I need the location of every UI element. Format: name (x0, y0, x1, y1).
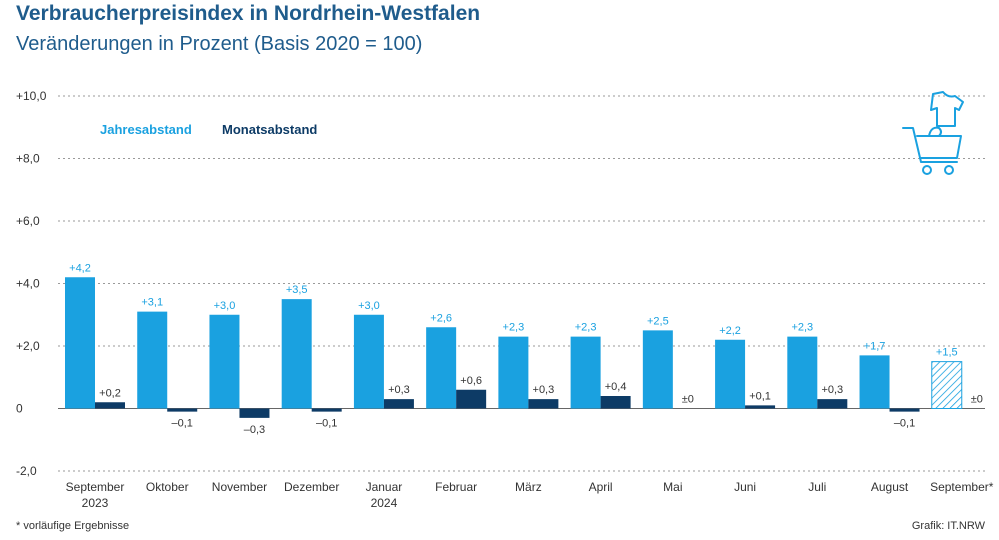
bar-monatsabstand (383, 399, 414, 409)
bar-monatsabstand (239, 408, 270, 418)
bar-jahresabstand (209, 314, 240, 409)
bar-jahresabstand (426, 327, 457, 409)
data-label-jahresabstand: +2,6 (430, 312, 452, 324)
bar-jahresabstand (137, 311, 168, 409)
bar-jahresabstand (787, 336, 818, 409)
bar-monatsabstand (745, 405, 776, 409)
shopping-cart-clothes-icon (902, 91, 964, 175)
x-tick-label: Dezember (284, 480, 339, 494)
legend-jahresabstand: Jahresabstand (100, 122, 192, 137)
x-tick-label: Januar (366, 480, 403, 494)
bar-monatsabstand (456, 389, 487, 409)
x-tick-label: November (212, 480, 267, 494)
legend-monatsabstand: Monatsabstand (222, 122, 317, 137)
x-tick-label: 2023 (82, 496, 109, 510)
data-label-monatsabstand: +0,3 (821, 384, 843, 396)
bar-monatsabstand (311, 408, 342, 412)
data-label-monatsabstand: +0,2 (99, 387, 121, 399)
data-label-monatsabstand: –0,1 (172, 418, 193, 430)
data-label-jahresabstand: +2,3 (575, 322, 597, 334)
data-label-monatsabstand: +0,4 (605, 381, 627, 393)
y-tick-label: +8,0 (16, 152, 40, 166)
data-label-monatsabstand: +0,3 (533, 384, 555, 396)
source-credit: Grafik: IT.NRW (911, 520, 985, 532)
data-label-jahresabstand: +2,3 (791, 322, 813, 334)
x-tick-label: September* (930, 480, 994, 494)
chart-subtitle: Veränderungen in Prozent (Basis 2020 = 1… (16, 33, 423, 55)
data-label-jahresabstand: +3,0 (214, 300, 236, 312)
data-label-monatsabstand: ±0 (682, 394, 694, 406)
bar-jahresabstand (65, 277, 95, 409)
data-label-monatsabstand: –0,1 (894, 418, 915, 430)
data-label-jahresabstand: +4,2 (69, 262, 91, 274)
x-tick-label: 2024 (371, 496, 398, 510)
y-tick-label: +4,0 (16, 277, 40, 291)
data-label-jahresabstand: +1,7 (864, 340, 886, 352)
bar-jahresabstand (570, 336, 601, 409)
x-tick-label: März (515, 480, 542, 494)
x-tick-label: Juni (734, 480, 756, 494)
bar-monatsabstand (600, 396, 631, 409)
y-tick-label: +10,0 (16, 89, 47, 103)
data-label-monatsabstand: +0,6 (460, 375, 482, 387)
data-label-jahresabstand: +2,5 (647, 315, 669, 327)
data-label-monatsabstand: +0,3 (388, 384, 410, 396)
bar-jahresabstand (715, 339, 746, 409)
data-label-jahresabstand: +3,1 (141, 297, 163, 309)
data-label-jahresabstand: +3,5 (286, 284, 308, 296)
y-tick-label: +6,0 (16, 214, 40, 228)
bar-jahresabstand (281, 299, 312, 409)
chart-title: Verbraucherpreisindex in Nordrhein-Westf… (16, 2, 481, 25)
data-label-jahresabstand: +1,5 (936, 347, 958, 359)
footnote: * vorläufige Ergebnisse (16, 520, 130, 532)
bar-monatsabstand (889, 408, 920, 412)
bar-jahresabstand (859, 355, 890, 409)
bar-monatsabstand (817, 399, 848, 409)
data-label-monatsabstand: –0,1 (316, 418, 337, 430)
bar-jahresabstand (931, 361, 963, 409)
y-tick-label: +2,0 (16, 339, 40, 353)
data-label-jahresabstand: +2,3 (503, 322, 525, 334)
data-label-jahresabstand: +3,0 (358, 300, 380, 312)
data-label-jahresabstand: +2,2 (719, 325, 741, 337)
data-label-monatsabstand: +0,1 (749, 390, 771, 402)
x-tick-label: April (589, 480, 613, 494)
y-tick-label: -2,0 (16, 464, 37, 478)
data-label-monatsabstand: –0,3 (244, 424, 265, 436)
bar-monatsabstand (167, 408, 198, 412)
x-tick-label: Februar (435, 480, 477, 494)
bar-monatsabstand (528, 399, 559, 409)
bar-jahresabstand (498, 336, 529, 409)
x-tick-label: September (66, 480, 125, 494)
bar-monatsabstand (95, 402, 125, 409)
x-tick-label: Juli (808, 480, 826, 494)
data-label-monatsabstand: ±0 (971, 394, 983, 406)
x-tick-label: August (871, 480, 909, 494)
bar-jahresabstand (642, 330, 673, 409)
x-tick-label: Oktober (146, 480, 189, 494)
y-tick-label: 0 (16, 402, 23, 416)
bar-jahresabstand (353, 314, 384, 409)
x-tick-label: Mai (663, 480, 682, 494)
